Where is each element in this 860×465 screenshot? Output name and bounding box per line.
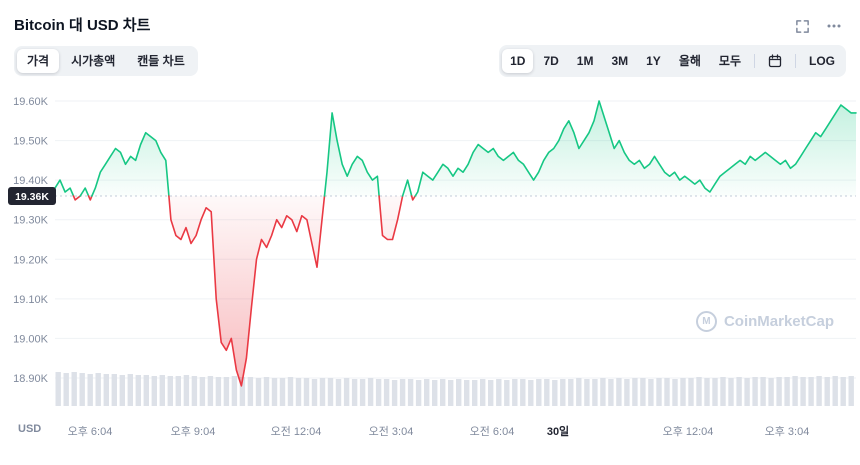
tab-price[interactable]: 가격 [17,49,60,73]
x-axis-label: 오전 12:04 [270,426,322,438]
tab-candle-chart[interactable]: 캔들 차트 [127,49,195,73]
page-title: Bitcoin 대 USD 차트 [14,17,151,34]
log-scale-button[interactable]: LOG [801,49,843,73]
svg-text:19.36K: 19.36K [15,191,49,203]
svg-text:19.10K: 19.10K [13,294,49,306]
svg-text:19.60K: 19.60K [13,96,49,108]
x-axis-label: 오전 3:04 [368,426,414,438]
svg-text:19.50K: 19.50K [13,136,49,148]
header-icons [795,18,842,34]
divider [795,54,796,68]
x-axis-label: 오후 6:04 [67,426,113,438]
range-1m-button[interactable]: 1M [569,49,602,73]
range-1y-button[interactable]: 1Y [638,49,669,73]
more-options-icon[interactable] [826,18,842,34]
x-axis-label: 오전 6:04 [469,426,515,438]
divider [754,54,755,68]
chart-toolbar: 가격 시가총액 캔들 차트 1D 7D 1M 3M 1Y 올해 모두 LOG [0,35,860,77]
currency-label: USD [18,423,42,435]
range-3m-button[interactable]: 3M [603,49,636,73]
x-axis-label: 30일 [546,426,570,438]
x-axis-label: 오후 9:04 [170,426,216,438]
range-all-button[interactable]: 모두 [711,49,749,73]
fullscreen-icon[interactable] [795,19,810,34]
range-7d-button[interactable]: 7D [535,49,566,73]
svg-text:19.40K: 19.40K [13,175,49,187]
chart-header: Bitcoin 대 USD 차트 [0,0,860,35]
chart-type-tabs: 가격 시가총액 캔들 차트 [14,46,198,76]
x-axis-label: 오후 3:04 [764,426,810,438]
calendar-icon[interactable] [760,48,790,74]
x-axis-label: 오후 12:04 [662,426,714,438]
range-controls: 1D 7D 1M 3M 1Y 올해 모두 LOG [499,45,846,77]
price-chart[interactable]: 19.60K 19.50K 19.40K 19.30K 19.20K 19.10K 19.0… [0,79,860,419]
svg-text:19.20K: 19.20K [13,254,49,266]
range-ytd-button[interactable]: 올해 [671,49,709,73]
range-1d-button[interactable]: 1D [502,49,534,73]
svg-text:19.30K: 19.30K [13,215,49,227]
tab-market-cap[interactable]: 시가총액 [61,49,125,73]
svg-text:19.00K: 19.00K [13,333,49,345]
chart-area[interactable]: 19.60K 19.50K 19.40K 19.30K 19.20K 19.10K 19.0… [0,79,860,443]
svg-text:18.90K: 18.90K [13,373,49,385]
x-axis: USD 오후 6:04 오후 9:04 오전 12:04 오전 3:04 오전 6:04… [0,419,860,443]
